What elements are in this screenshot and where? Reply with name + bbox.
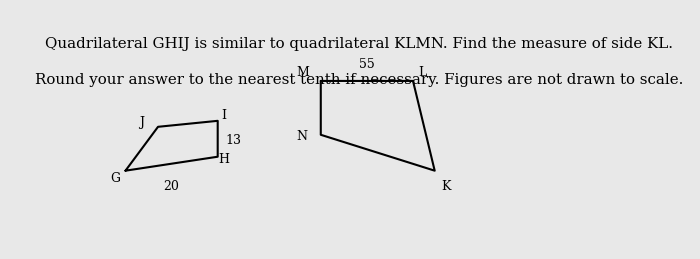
Text: Round your answer to the nearest tenth if necessary. Figures are not drawn to sc: Round your answer to the nearest tenth i… <box>34 73 683 87</box>
Text: L: L <box>419 66 427 79</box>
Text: 20: 20 <box>164 180 179 193</box>
Text: Quadrilateral GHIJ is similar to quadrilateral KLMN. Find the measure of side KL: Quadrilateral GHIJ is similar to quadril… <box>45 37 673 51</box>
Text: M: M <box>296 66 309 79</box>
Text: N: N <box>296 130 307 143</box>
Text: 55: 55 <box>359 58 375 71</box>
Text: H: H <box>218 153 230 166</box>
Text: J: J <box>139 116 144 129</box>
Text: K: K <box>441 180 451 193</box>
Text: I: I <box>222 109 227 122</box>
Text: G: G <box>111 172 120 185</box>
Text: 13: 13 <box>226 134 241 147</box>
